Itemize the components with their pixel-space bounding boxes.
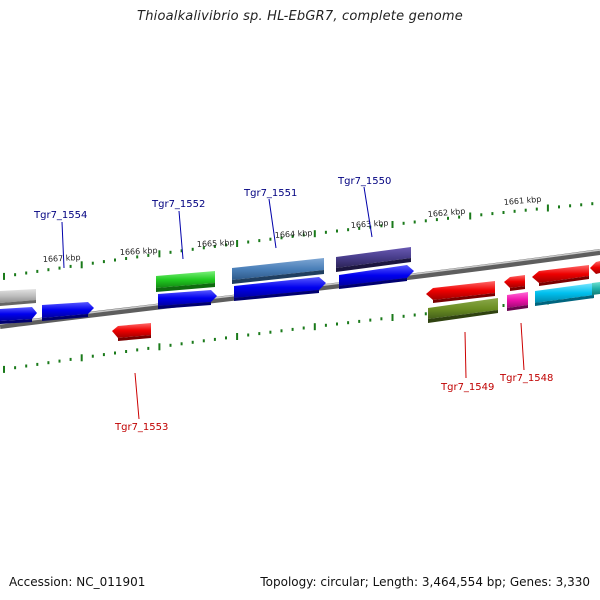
outer-tick-row — [3, 202, 594, 280]
cds-reverse-tgr7-1553 — [112, 323, 151, 341]
cds-arrow-1 — [0, 307, 37, 324]
feature-tgr7-1548 — [507, 292, 528, 311]
leader-line-tgr7-1549 — [464, 331, 467, 379]
cds-reverse-3 — [532, 265, 589, 286]
leader-line-tgr7-1552 — [178, 210, 184, 260]
feature-teal — [592, 282, 600, 295]
cds-reverse-2 — [504, 275, 525, 291]
genome-summary-text: Topology: circular; Length: 3,464,554 bp… — [260, 575, 590, 589]
feature-tgr7-1552 — [156, 271, 215, 292]
kbp-label-1662: 1662 kbp — [427, 207, 465, 219]
cds-reverse-1 — [426, 281, 495, 303]
gene-label-tgr7-1549: Tgr7_1549 — [440, 382, 494, 393]
map-title: Thioalkalivibrio sp. HL-EbGR7, complete … — [137, 9, 463, 24]
cds-arrow-2 — [42, 302, 94, 321]
feature-gray — [0, 289, 36, 306]
cds-arrow-5 — [339, 265, 414, 289]
gene-label-tgr7-1553: Tgr7_1553 — [114, 422, 168, 433]
kbp-label-1665: 1665 kbp — [197, 238, 235, 249]
kbp-label-1664: 1664 kbp — [275, 228, 313, 240]
kbp-label-1667: 1667 kbp — [43, 253, 81, 264]
accession-text: Accession: NC_011901 — [9, 575, 146, 589]
leader-line-tgr7-1548 — [520, 322, 525, 371]
kbp-label-1666: 1666 kbp — [120, 246, 158, 257]
feature-tgr7-1549 — [428, 298, 498, 323]
leader-line-tgr7-1551 — [268, 198, 277, 249]
leader-line-tgr7-1550 — [363, 186, 373, 238]
feature-tgr7-1551 — [232, 258, 324, 284]
kbp-label-1661: 1661 kbp — [503, 195, 541, 207]
feature-cyan — [535, 283, 594, 306]
cds-reverse-4 — [590, 261, 600, 274]
leader-line-tgr7-1553 — [134, 372, 140, 420]
cds-arrow-4 — [234, 277, 326, 301]
feature-tgr7-1550 — [336, 247, 411, 272]
gene-label-tgr7-1554: Tgr7_1554 — [33, 210, 87, 221]
cds-arrow-3 — [158, 290, 217, 309]
gene-label-tgr7-1550: Tgr7_1550 — [337, 176, 391, 187]
gene-label-tgr7-1548: Tgr7_1548 — [499, 373, 553, 384]
gene-label-tgr7-1552: Tgr7_1552 — [151, 199, 205, 210]
gene-label-tgr7-1551: Tgr7_1551 — [243, 188, 297, 199]
leader-line-tgr7-1554 — [61, 221, 65, 269]
